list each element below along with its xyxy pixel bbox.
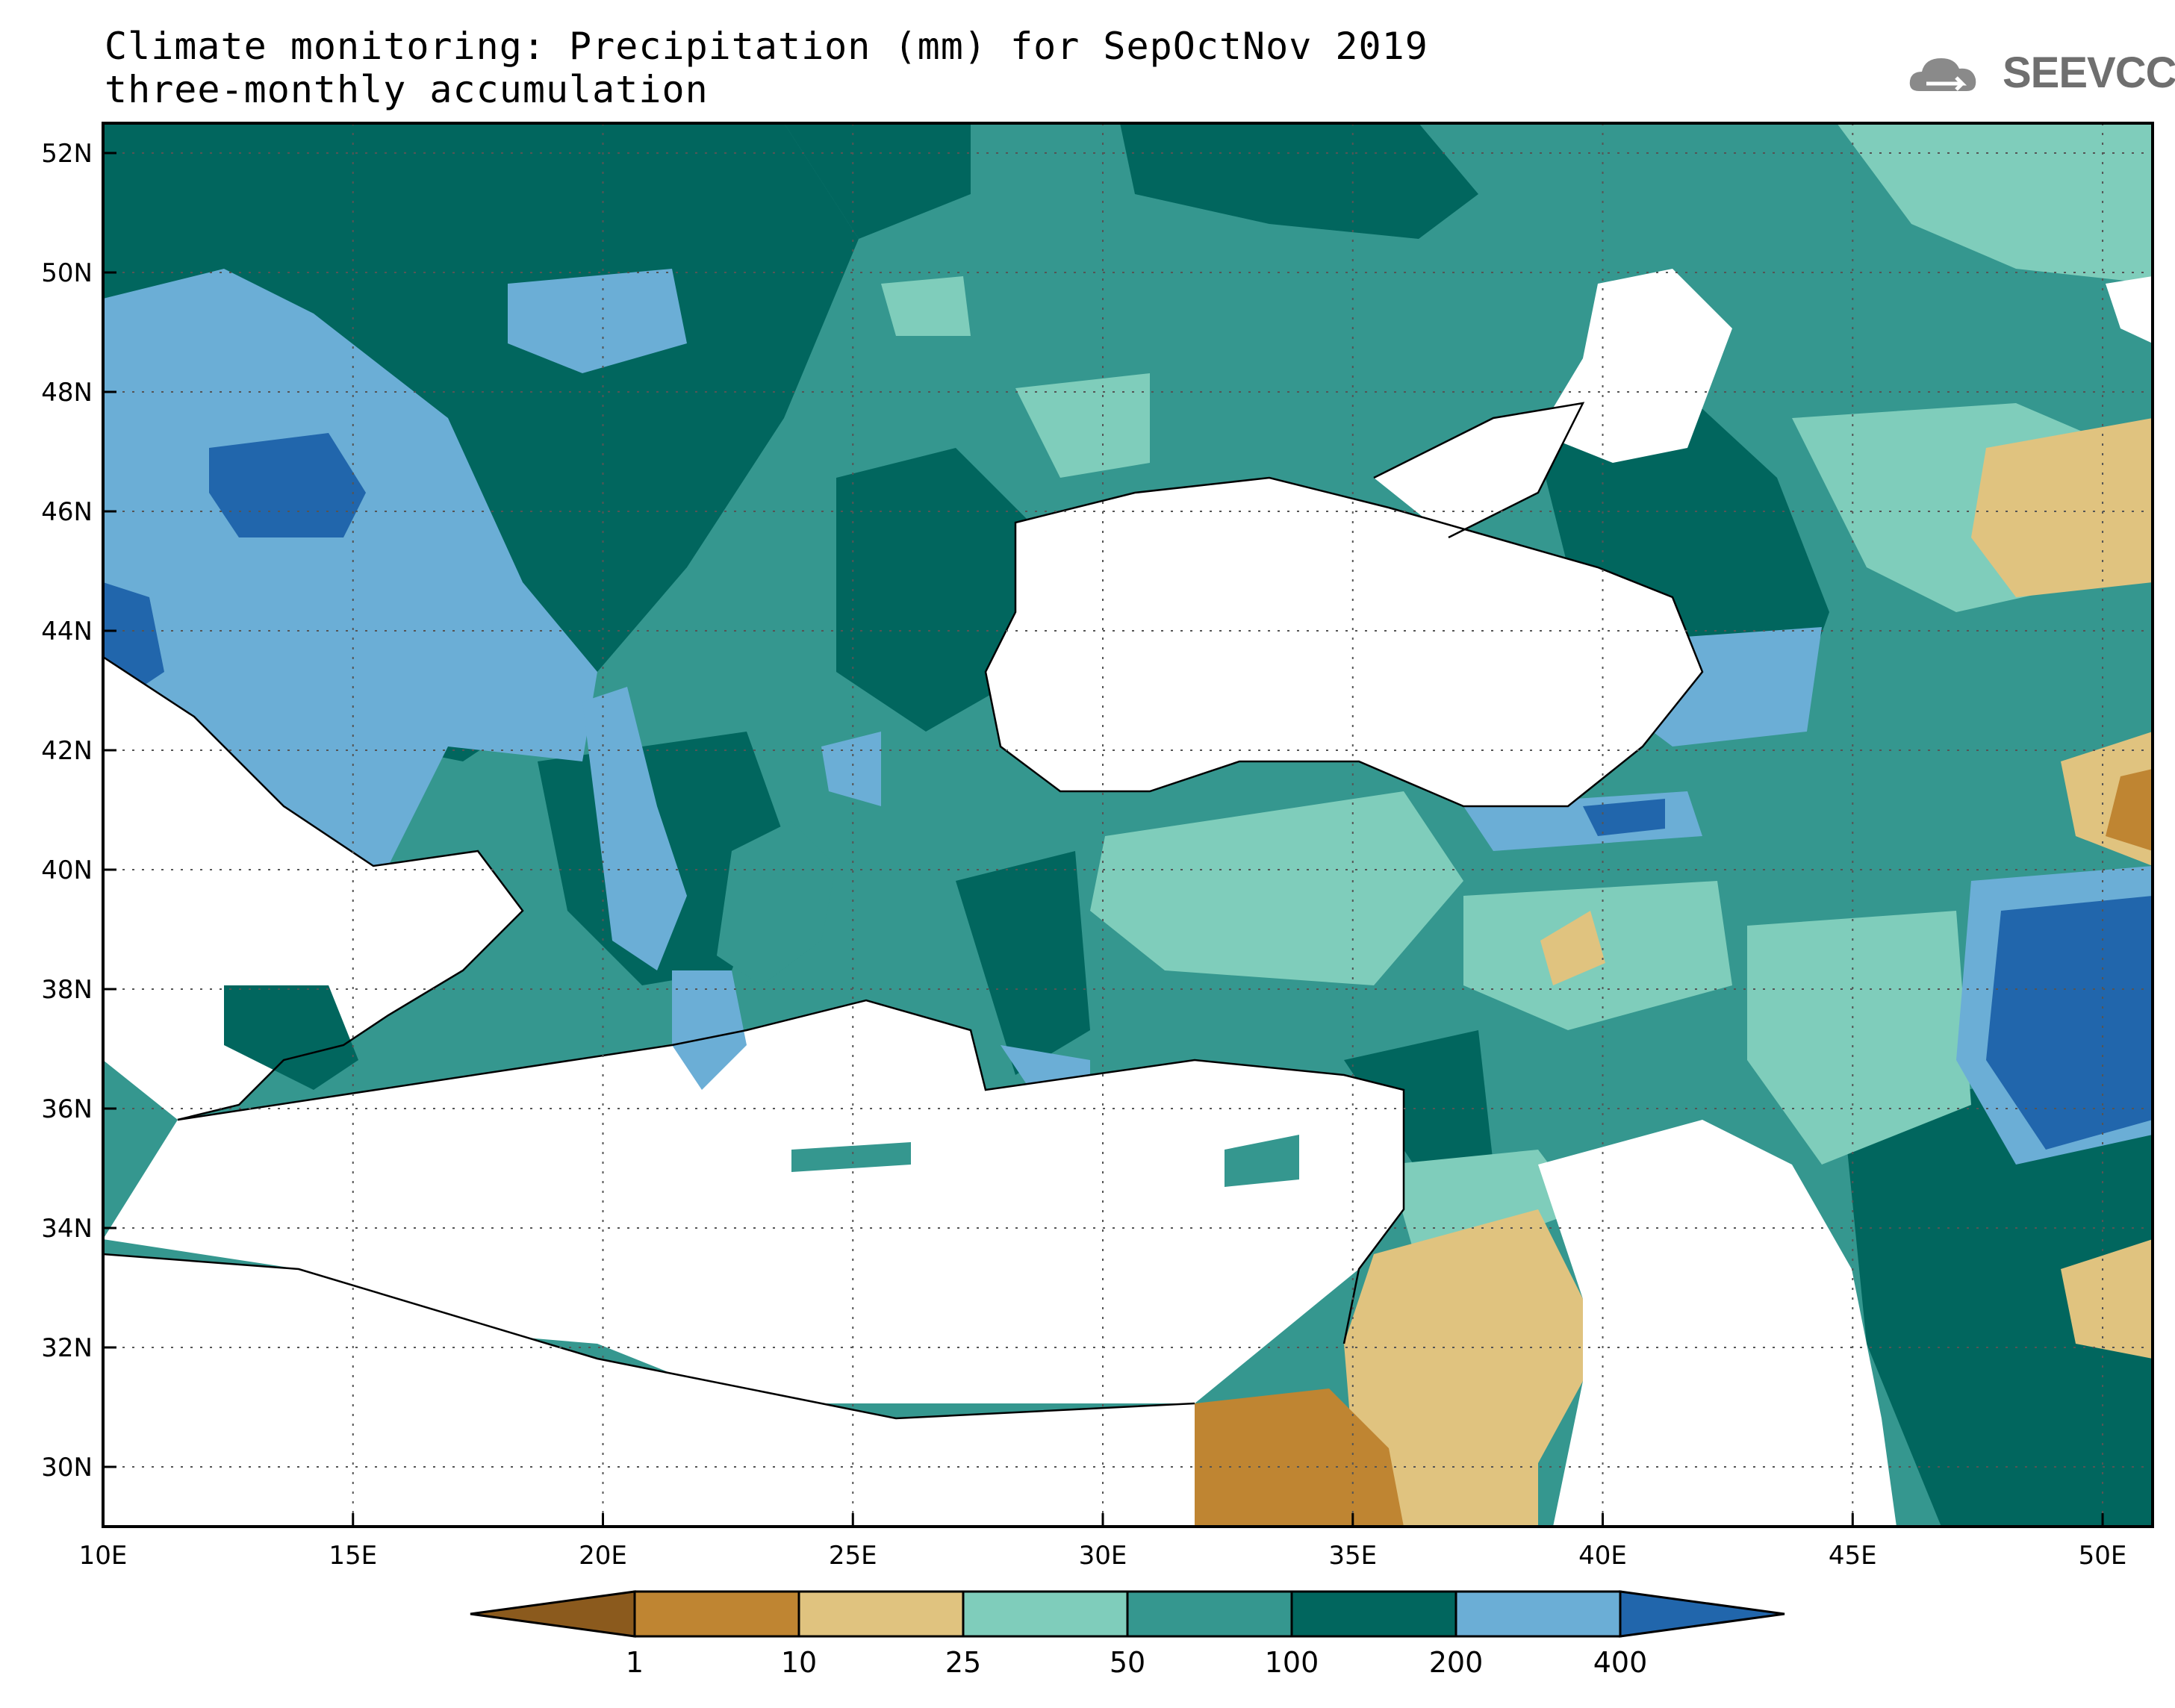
map-frame (102, 122, 2154, 1528)
latitude-axis: 30N 32N 34N 36N 38N 40N 42N 44N 46N 48N 50N 52N (41, 139, 116, 1483)
colorbar-label: 200 (1429, 1646, 1484, 1679)
lat-tick-label: 48N (41, 378, 93, 408)
lon-tick-label: 35E (1328, 1541, 1377, 1571)
lat-tick-label: 32N (41, 1333, 93, 1363)
colorbar-label: 400 (1593, 1646, 1648, 1679)
colorbar-label: 25 (945, 1646, 981, 1679)
lon-tick-label: 25E (829, 1541, 877, 1571)
lat-tick-label: 30N (41, 1453, 93, 1483)
map-field (103, 123, 2153, 1527)
lat-tick-label: 38N (41, 975, 93, 1005)
map-subtitle: three-monthly accumulation (105, 68, 709, 111)
lat-tick-label: 40N (41, 855, 93, 885)
lat-tick-label: 50N (41, 258, 93, 288)
colorbar-box (1126, 1590, 1293, 1638)
lat-tick-label: 42N (41, 736, 93, 766)
colorbar: 1 10 25 50 100 200 400 (470, 1590, 1785, 1679)
colorbar-box (1454, 1590, 1622, 1638)
cloud-icon (1909, 58, 1976, 91)
colorbar-high-arrow (1619, 1590, 1785, 1638)
lat-tick-label: 44N (41, 617, 93, 646)
colorbar-label: 10 (781, 1646, 817, 1679)
colorbar-label: 1 (626, 1646, 644, 1679)
longitude-axis: 10E 15E 20E 25E 30E 35E 40E 45E 50E (79, 1513, 2127, 1571)
logo-text: SEEVCCC (2003, 49, 2175, 97)
lon-tick-label: 10E (79, 1541, 128, 1571)
colorbar-low-arrow (470, 1590, 636, 1638)
lon-tick-label: 20E (579, 1541, 627, 1571)
coastlines (103, 402, 1704, 1420)
lon-tick-label: 45E (1829, 1541, 1877, 1571)
map-title: Climate monitoring: Precipitation (mm) f… (105, 25, 1428, 68)
lat-tick-label: 34N (41, 1214, 93, 1244)
lon-tick-label: 50E (2079, 1541, 2127, 1571)
colorbar-box (962, 1590, 1129, 1638)
graticule (103, 123, 2153, 1527)
lon-tick-label: 30E (1079, 1541, 1127, 1571)
colorbar-box (1290, 1590, 1457, 1638)
colorbar-box (797, 1590, 965, 1638)
colorbar-label: 50 (1110, 1646, 1145, 1679)
lon-tick-label: 15E (329, 1541, 377, 1571)
lat-tick-label: 36N (41, 1094, 93, 1124)
colorbar-label: 100 (1265, 1646, 1319, 1679)
lon-tick-label: 40E (1578, 1541, 1627, 1571)
lat-tick-label: 52N (41, 139, 93, 169)
colorbar-box (633, 1590, 800, 1638)
lat-tick-label: 46N (41, 497, 93, 527)
